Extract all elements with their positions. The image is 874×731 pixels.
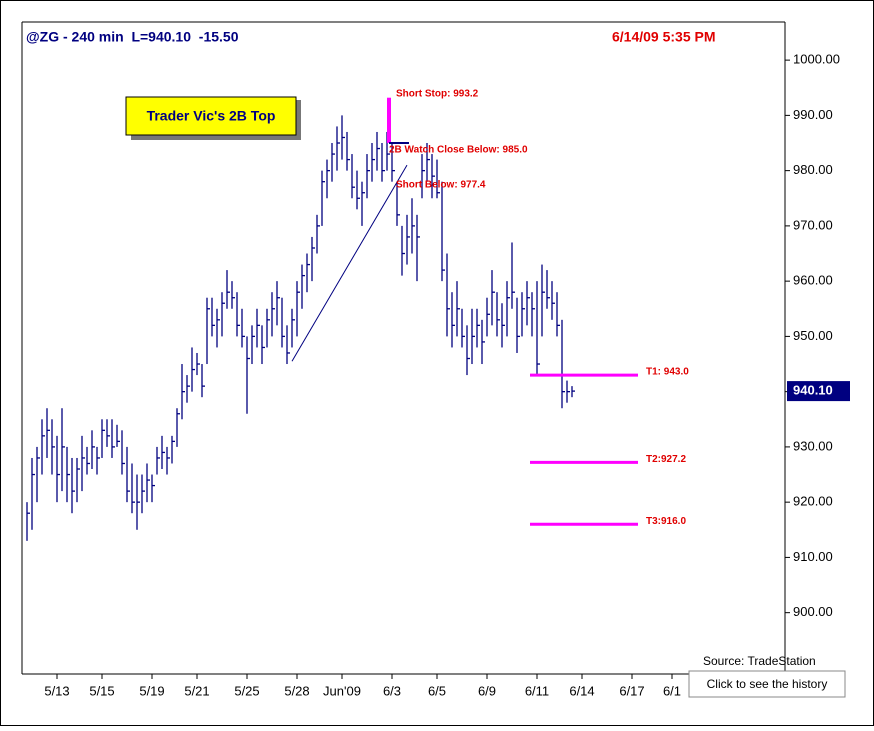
y-tick-label: 920.00 [793, 494, 833, 509]
callout-box [125, 96, 297, 136]
callout: Trader Vic's 2B Top [147, 108, 276, 124]
y-tick-label: 950.00 [793, 328, 833, 343]
x-tick-label: 6/11 [525, 683, 549, 698]
short-stop-label: Short Stop: 993.2 [396, 88, 479, 99]
x-tick-label: 6/5 [428, 683, 446, 698]
x-tick-label: 6/14 [569, 683, 594, 698]
y-tick-label: 910.00 [793, 549, 833, 564]
y-tick-label: 960.00 [793, 273, 833, 288]
target-label: T3:916.0 [646, 516, 686, 527]
y-tick-label: 980.00 [793, 162, 833, 177]
y-tick-label: 970.00 [793, 217, 833, 232]
x-tick-label: Jun'09 [323, 683, 361, 698]
last-price-box [787, 381, 850, 402]
short-below-label: Short Below: 977.4 [396, 180, 486, 191]
y-tick-label: 1000.00 [793, 52, 840, 67]
x-tick-label: 5/21 [184, 683, 209, 698]
chart-title: @ZG - 240 min L=940.10 -15.50 [26, 29, 239, 45]
x-tick-label: 6/9 [478, 683, 496, 698]
x-tick-label: 5/28 [284, 683, 309, 698]
x-tick-label: 6/1 [663, 683, 681, 698]
y-tick-label: 930.00 [793, 438, 833, 453]
target-label: T1: 943.0 [646, 367, 689, 378]
x-tick-label: 5/15 [89, 683, 114, 698]
target-label: T2:927.2 [646, 454, 686, 465]
y-tick-label: 990.00 [793, 107, 833, 122]
x-tick-label: 6/3 [383, 683, 401, 698]
history-button[interactable] [688, 670, 846, 698]
source: Source: TradeStation [703, 654, 816, 668]
x-tick-label: 5/25 [234, 683, 259, 698]
y-tick-label: 900.00 [793, 604, 833, 619]
history-button-label[interactable]: Click to see the history [707, 677, 828, 691]
x-tick-label: 5/13 [44, 683, 69, 698]
x-tick-label: 6/17 [619, 683, 644, 698]
timestamp: 6/14/09 5:35 PM [612, 29, 716, 45]
x-tick-label: 5/19 [139, 683, 164, 698]
watch-label: 2B Watch Close Below: 985.0 [389, 145, 528, 156]
last-price-label: 940.10 [793, 383, 833, 398]
trendline [291, 164, 408, 362]
